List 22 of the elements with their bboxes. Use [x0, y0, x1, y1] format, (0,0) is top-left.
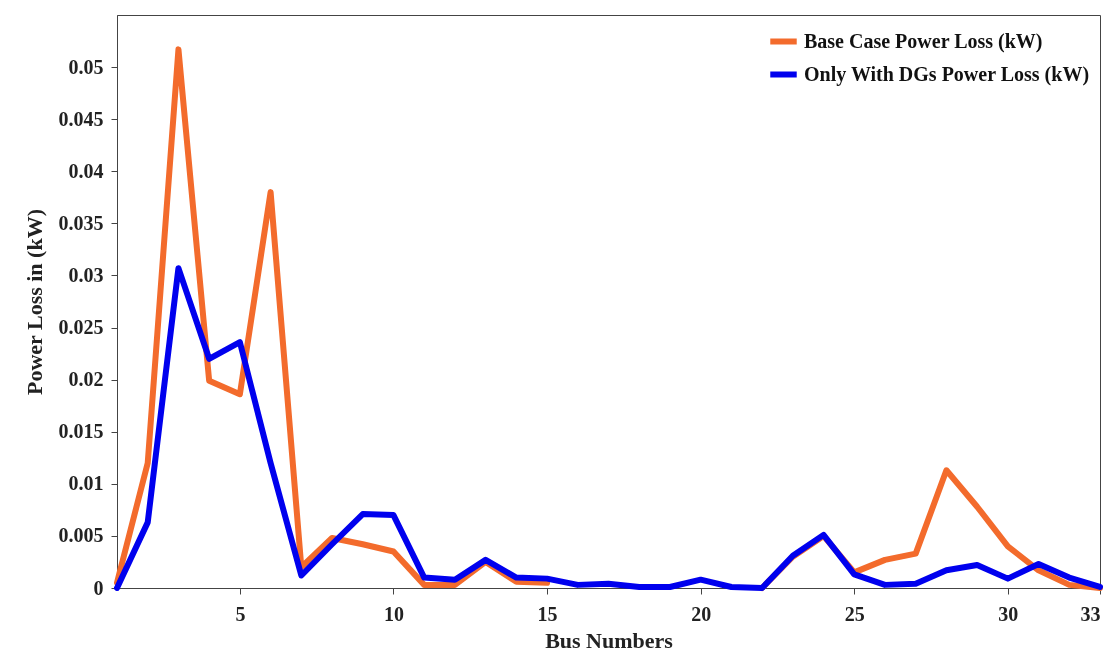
legend-label: Base Case Power Loss (kW) [804, 29, 1043, 53]
y-tick-label: 0.02 [68, 368, 104, 391]
y-tick-label: 0.01 [68, 472, 104, 495]
y-tick-label: 0.015 [58, 420, 104, 443]
y-tick-label: 0.03 [68, 263, 104, 286]
x-tick-label: 25 [844, 602, 865, 625]
x-tick-label: 20 [691, 602, 712, 625]
y-tick-label: 0.04 [68, 159, 104, 182]
y-tick-label: 0.025 [58, 316, 104, 339]
y-tick-label: 0.05 [68, 55, 104, 78]
legend-label: Only With DGs Power Loss (kW) [804, 62, 1090, 86]
y-tick-label: 0.005 [58, 524, 104, 547]
x-tick-label: 30 [998, 602, 1019, 625]
x-tick-label: 5 [235, 602, 246, 625]
y-tick-label: 0 [93, 576, 104, 599]
x-tick-label: 33 [1080, 602, 1101, 625]
x-axis-title: Bus Numbers [545, 627, 674, 653]
y-tick-label: 0.035 [58, 211, 104, 234]
x-tick-label: 15 [537, 602, 558, 625]
y-tick-label: 0.045 [58, 107, 104, 130]
x-tick-label: 10 [383, 602, 404, 625]
y-axis-title: Power Loss in (kW) [21, 209, 47, 395]
